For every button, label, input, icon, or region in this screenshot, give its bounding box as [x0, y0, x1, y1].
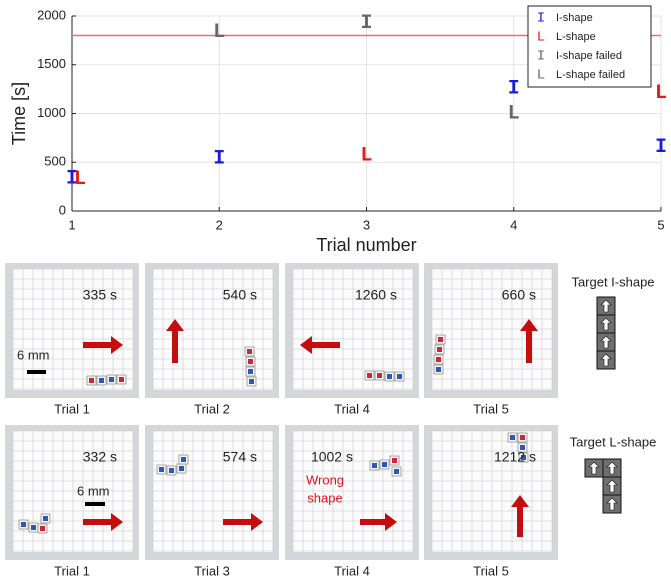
cube-face [248, 359, 253, 364]
cube-face [248, 369, 253, 374]
legend-label: L-shape [556, 31, 596, 43]
x-tick-label: 1 [68, 217, 75, 232]
panel-caption: Trial 5 [473, 401, 509, 416]
legend-label: L-shape failed [556, 69, 625, 81]
cube-face [438, 337, 443, 342]
cube-face [382, 462, 387, 467]
target-label: Target I-shape [571, 274, 654, 289]
cube-face [510, 435, 515, 440]
marker: L [655, 82, 667, 105]
legend-label: I-shape failed [556, 50, 622, 62]
trial-time: 574 s [223, 449, 257, 465]
panel-caption: Trial 1 [54, 401, 90, 416]
cube-face [179, 466, 184, 471]
panel-caption: Trial 2 [194, 401, 230, 416]
cube-face [40, 526, 45, 531]
marker: I [360, 12, 372, 35]
legend-marker: I [537, 49, 545, 65]
target-label: Target L-shape [570, 434, 657, 449]
trial-time: 1260 s [355, 287, 397, 303]
y-tick-label: 1000 [37, 105, 66, 120]
cube-face [109, 377, 114, 382]
cube-face [394, 469, 399, 474]
y-tick-label: 500 [44, 154, 66, 169]
x-tick-label: 4 [510, 217, 517, 232]
trial-time: 540 s [223, 287, 257, 303]
panel-caption: Trial 4 [334, 401, 370, 416]
legend-marker: L [537, 30, 545, 46]
cube-face [31, 525, 36, 530]
x-tick-label: 3 [363, 217, 370, 232]
cube-face [247, 349, 252, 354]
x-axis-label: Trial number [316, 235, 416, 255]
panel-caption: Trial 4 [334, 563, 370, 578]
trial-time: 335 s [83, 287, 117, 303]
legend-marker: L [537, 68, 545, 84]
panel-caption: Trial 5 [473, 563, 509, 578]
cube-face [437, 347, 442, 352]
cube-face [21, 522, 26, 527]
legend-label: I-shape [556, 12, 593, 24]
marker: L [74, 168, 86, 191]
cube-face [397, 374, 402, 379]
wrong-shape-note: shape [307, 490, 342, 505]
cube-face [159, 467, 164, 472]
cube-face [119, 377, 124, 382]
trial-time: 1002 s [311, 449, 353, 465]
figure: 0 500 1000 1500 2000 1 2 3 4 5 Trial number Time [s… [0, 0, 671, 581]
y-tick-label: 1500 [37, 56, 66, 71]
cube-face [436, 367, 441, 372]
marker: I [213, 148, 225, 171]
cube-face [89, 378, 94, 383]
cube-face [169, 468, 174, 473]
panel-caption: Trial 1 [54, 563, 90, 578]
y-axis-label: Time [s] [9, 82, 29, 145]
cube-face [387, 374, 392, 379]
x-tick-label: 2 [216, 217, 223, 232]
cube-face [99, 378, 104, 383]
cube-face [367, 373, 372, 378]
trial-time: 1212 s [494, 449, 536, 465]
marker: L [213, 21, 225, 44]
scale-label: 6 mm [77, 483, 110, 498]
cube-face [181, 457, 186, 462]
cube-face [392, 458, 397, 463]
scale-label: 6 mm [17, 347, 50, 362]
cube-face [249, 379, 254, 384]
wrong-shape-note: Wrong [306, 472, 344, 487]
y-tick-label: 2000 [37, 7, 66, 22]
marker: L [360, 144, 372, 167]
marker: I [655, 136, 667, 159]
marker: L [508, 103, 520, 126]
legend-marker: I [537, 11, 545, 27]
y-tick-label: 0 [59, 202, 66, 217]
trial-time: 332 s [83, 449, 117, 465]
panel-caption: Trial 3 [194, 563, 230, 578]
cube-face [436, 357, 441, 362]
cube-face [372, 463, 377, 468]
x-tick-label: 5 [657, 217, 664, 232]
marker: I [508, 77, 520, 100]
cube-face [520, 435, 525, 440]
trial-time: 660 s [502, 287, 536, 303]
cube-face [377, 373, 382, 378]
cube-face [43, 516, 48, 521]
